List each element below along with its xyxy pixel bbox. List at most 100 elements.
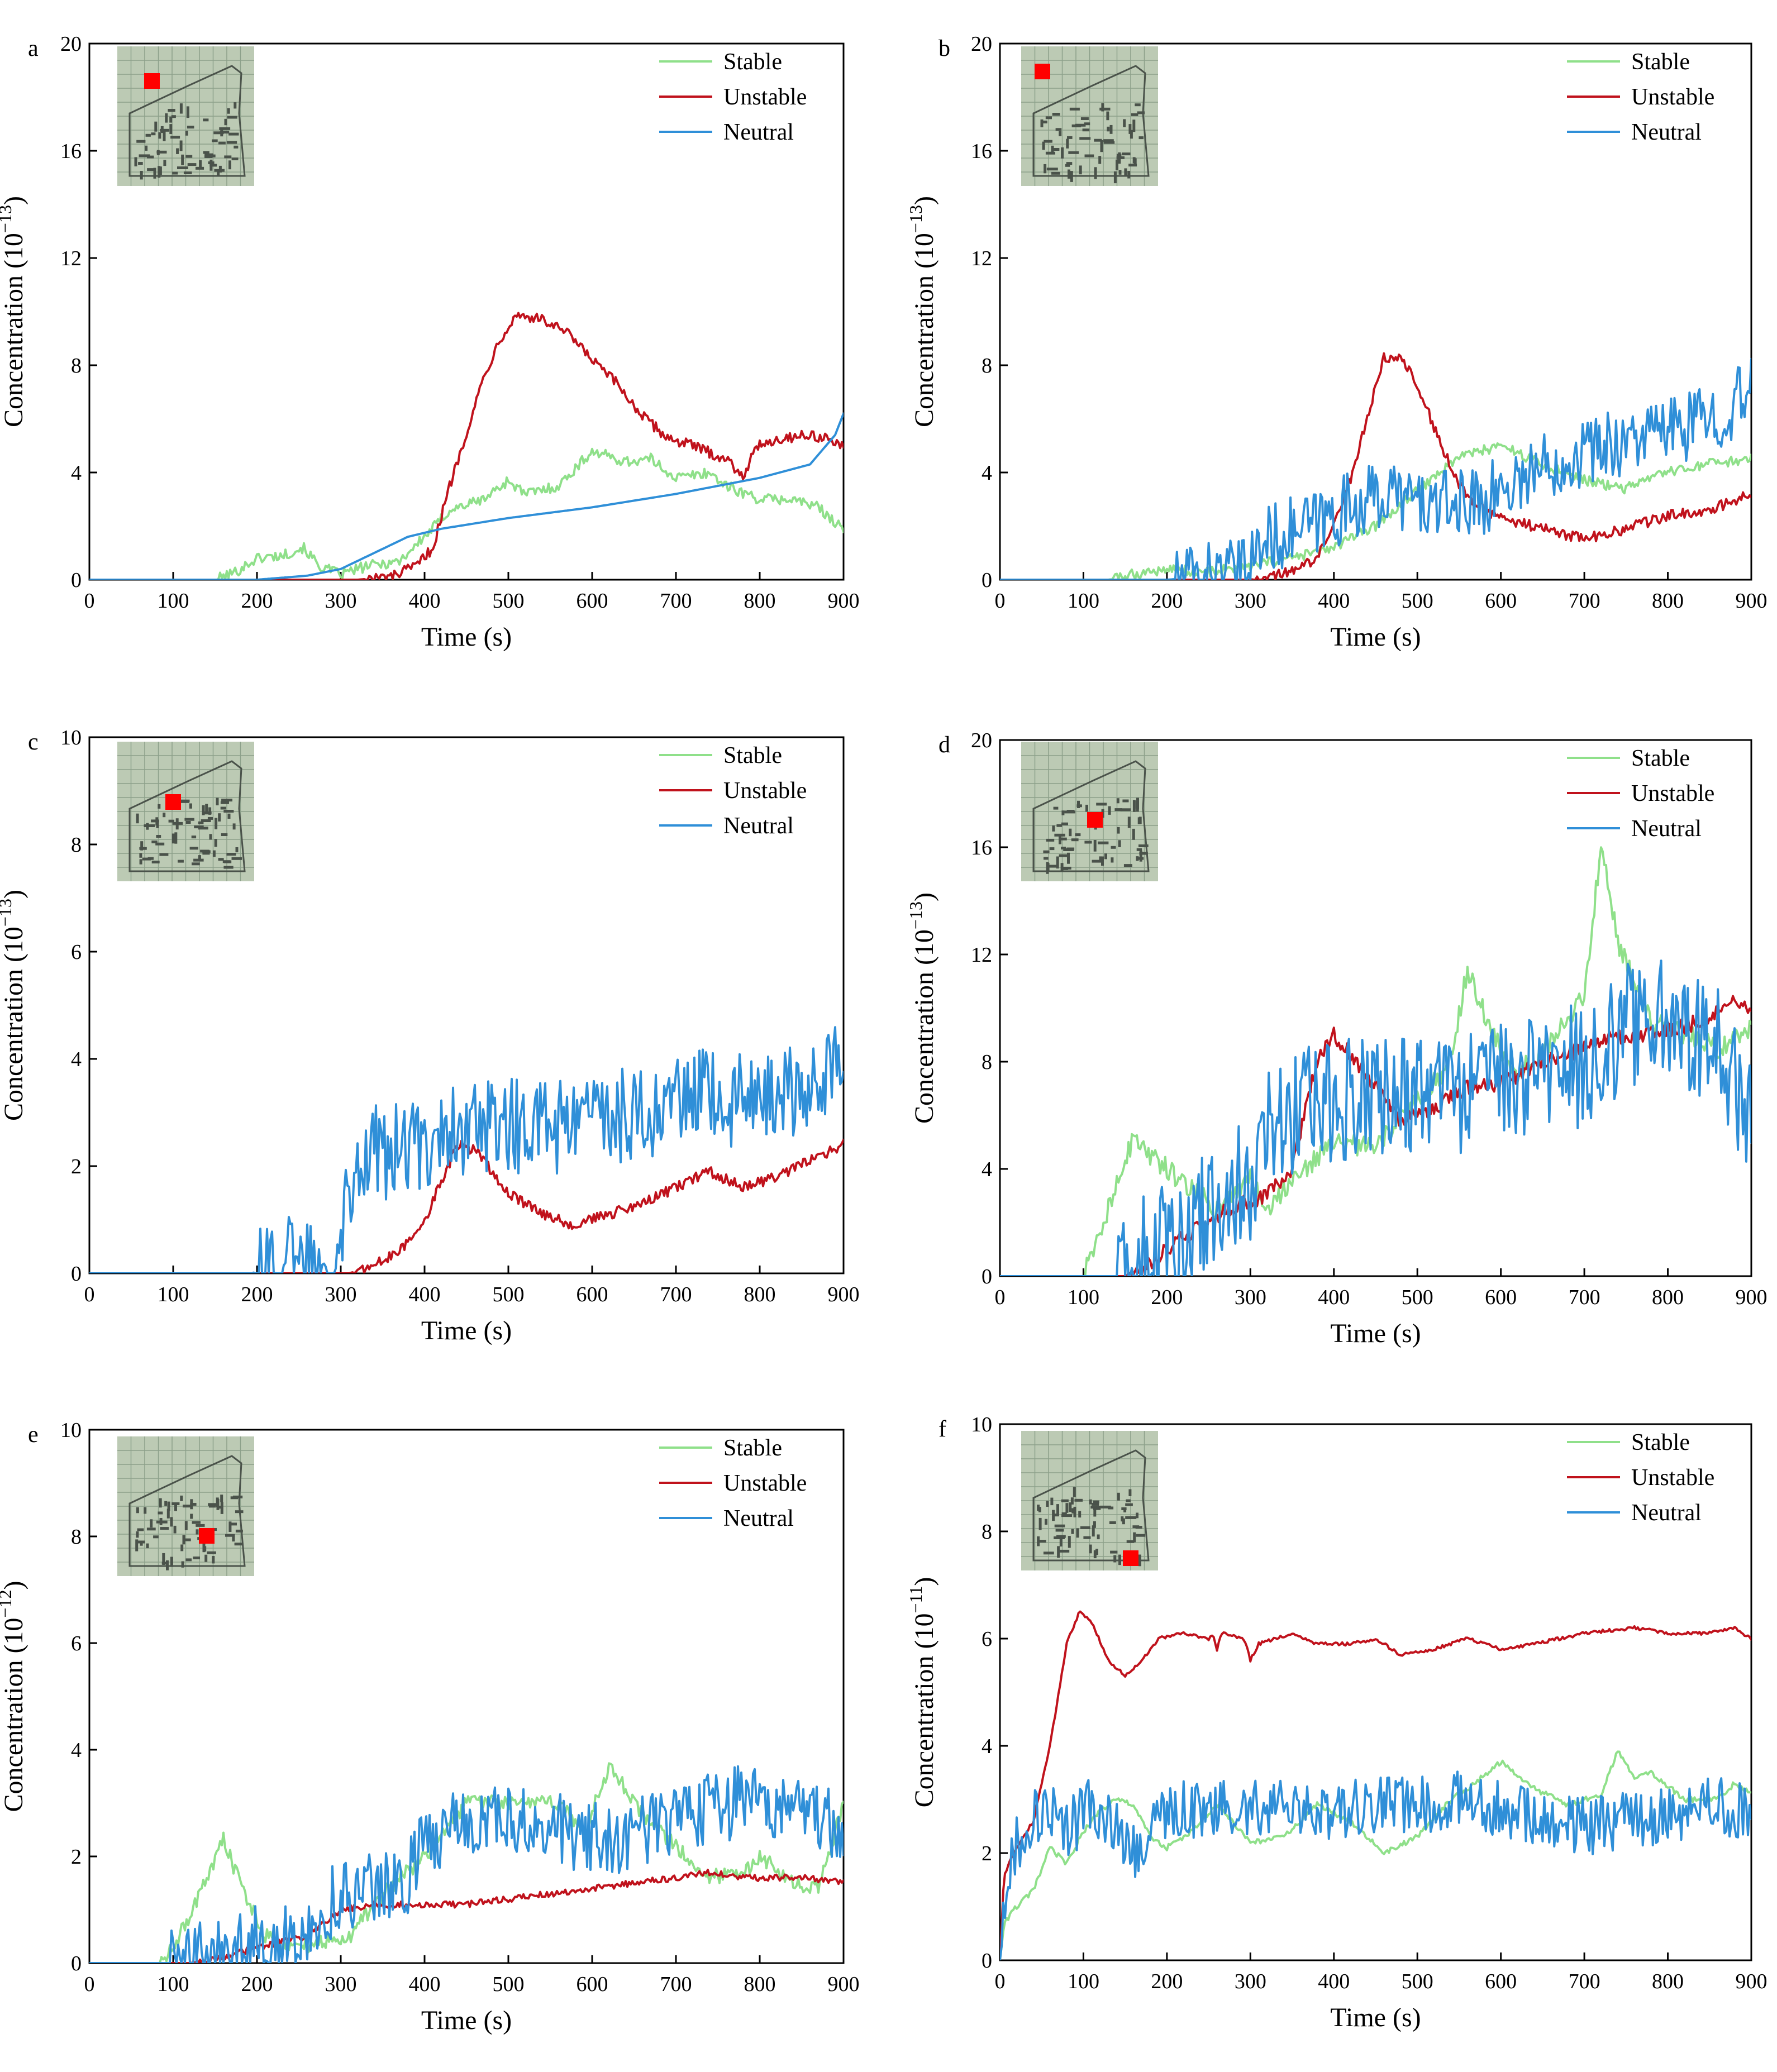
y-tick-label: 4 [71, 461, 82, 485]
building [234, 102, 237, 109]
building [1122, 799, 1129, 803]
building [1098, 156, 1102, 164]
building [151, 819, 159, 823]
y-tick-label: 2 [71, 1845, 82, 1869]
building [189, 847, 198, 850]
building [1052, 113, 1060, 116]
building [155, 842, 165, 846]
building [1127, 171, 1131, 179]
building [1108, 806, 1111, 815]
x-axis-label: Time (s) [421, 1316, 512, 1345]
building [1093, 1506, 1097, 1517]
building [147, 168, 154, 171]
building [1080, 117, 1089, 120]
urban-building-map-icon [117, 742, 254, 881]
legend-label-unstable: Unstable [723, 84, 807, 110]
building [183, 1505, 192, 1508]
building [231, 157, 239, 160]
chart-panel-f: 0 100 200 300 400 500 600 700 800 900 0 2 4 6 8 10 f Time… [906, 1413, 1768, 2032]
building [1103, 139, 1114, 142]
y-tick-label: 2 [982, 1842, 992, 1865]
building [218, 858, 224, 861]
building [1056, 856, 1059, 869]
building [160, 1527, 169, 1530]
x-tick-label: 0 [995, 1286, 1006, 1309]
building [203, 1546, 207, 1552]
building [1089, 1499, 1092, 1505]
building [1051, 171, 1060, 175]
building [214, 839, 217, 847]
x-tick-label: 500 [493, 589, 525, 613]
y-tick-label: 0 [71, 1262, 82, 1286]
y-axis-label: Concentration (10−11) [906, 1577, 939, 1808]
building [170, 1557, 173, 1567]
building [1044, 857, 1049, 860]
building [223, 866, 234, 869]
building [1125, 1516, 1137, 1519]
building [1131, 113, 1138, 116]
building [185, 155, 193, 158]
building [220, 1495, 223, 1502]
building [205, 804, 208, 812]
building [228, 1521, 232, 1532]
building [1106, 111, 1109, 121]
building [1071, 1508, 1075, 1514]
building [154, 121, 158, 132]
x-tick-label: 400 [1318, 589, 1350, 613]
building [1037, 1505, 1040, 1511]
building [1123, 1507, 1127, 1512]
y-tick-label: 10 [971, 1413, 992, 1436]
building [136, 1507, 139, 1514]
building [171, 1502, 180, 1505]
x-tick-label: 900 [1736, 1286, 1768, 1309]
legend-label-neutral: Neutral [1631, 1500, 1702, 1526]
building [1117, 1492, 1120, 1501]
building [174, 832, 178, 844]
building [1138, 817, 1142, 824]
building [147, 155, 154, 159]
building [1070, 171, 1073, 182]
chart-panel-d: 0 100 200 300 400 500 600 700 800 900 0 4 8 12 16 20 d Ti… [906, 729, 1768, 1348]
building [1092, 1503, 1099, 1506]
x-tick-label: 900 [1736, 589, 1768, 613]
building [159, 166, 162, 175]
building [1068, 169, 1070, 179]
building [1098, 841, 1109, 844]
building [203, 118, 209, 122]
building [1095, 1549, 1098, 1555]
building [199, 160, 202, 169]
building [1040, 119, 1044, 127]
building [1055, 1529, 1064, 1532]
x-tick-label: 0 [84, 589, 95, 613]
building [208, 807, 212, 815]
legend-label-stable: Stable [1631, 49, 1690, 75]
building [1114, 808, 1122, 811]
urban-building-map-icon [1021, 1431, 1158, 1570]
x-tick-label: 700 [1569, 1970, 1600, 1993]
x-tick-label: 200 [1151, 589, 1183, 613]
building [1079, 137, 1091, 140]
building [1061, 810, 1065, 815]
y-tick-label: 16 [971, 140, 992, 163]
building [139, 853, 142, 858]
building [1059, 1549, 1070, 1553]
building [1038, 1517, 1042, 1530]
building [136, 1531, 139, 1538]
building [1113, 1555, 1117, 1563]
building [171, 833, 175, 844]
building [173, 1525, 177, 1534]
panel-label: c [28, 729, 39, 755]
building [139, 154, 150, 157]
x-tick-label: 200 [241, 589, 273, 613]
series-line-neutral [89, 1765, 844, 1963]
building [1136, 1512, 1138, 1519]
series-line-unstable [89, 1138, 844, 1273]
y-tick-label: 8 [982, 1520, 992, 1544]
building [223, 810, 234, 813]
y-tick-label: 8 [982, 1051, 992, 1074]
building [1061, 822, 1068, 825]
building [198, 855, 201, 861]
building [1066, 139, 1069, 149]
building [151, 861, 160, 863]
building [207, 817, 213, 820]
